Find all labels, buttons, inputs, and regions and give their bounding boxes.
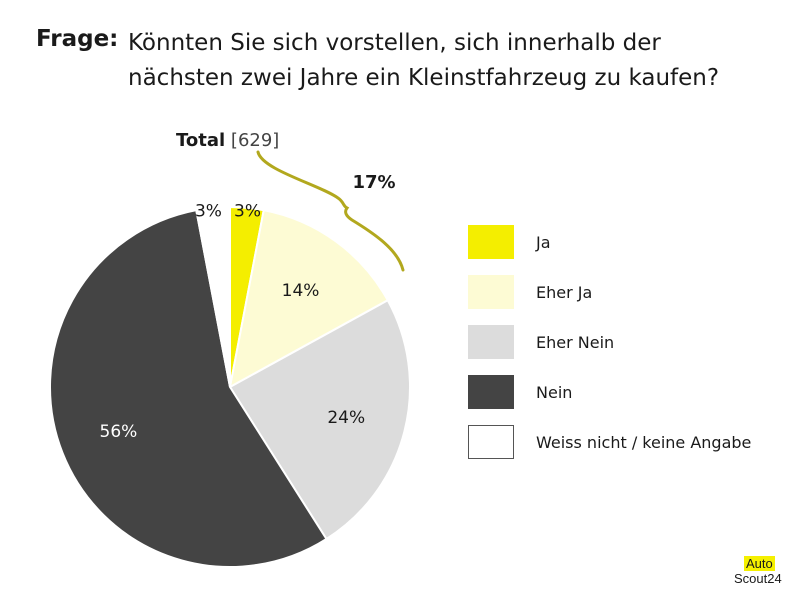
pie-slice-nein bbox=[49, 209, 328, 568]
legend-swatch bbox=[468, 375, 514, 409]
legend-item-eher-nein: Eher Nein bbox=[468, 317, 751, 367]
legend-swatch bbox=[468, 275, 514, 309]
pie-slice-eher-ja bbox=[228, 209, 390, 389]
total-count: [629] bbox=[230, 130, 280, 151]
pie-slice-eher-nein bbox=[228, 298, 411, 541]
pie-slice-weiss-nicht-keine-angabe bbox=[195, 205, 231, 388]
legend-item-ja: Ja bbox=[468, 217, 751, 267]
legend-item-nein: Nein bbox=[468, 367, 751, 417]
logo-auto: Auto bbox=[744, 556, 775, 571]
question-text: Könnten Sie sich vorstellen, sich innerh… bbox=[128, 30, 720, 91]
pie-label-eher-nein: 24% bbox=[327, 408, 365, 428]
legend-label: Eher Ja bbox=[536, 282, 593, 302]
legend-label: Weiss nicht / keine Angabe bbox=[536, 432, 752, 452]
logo-scout: Scout24 bbox=[734, 571, 782, 586]
legend-swatch bbox=[468, 225, 514, 259]
pie-label-ja: 3% bbox=[234, 202, 261, 222]
legend-item-eher-ja: Eher Ja bbox=[468, 267, 751, 317]
autoscout24-logo: Auto Scout24 bbox=[734, 556, 794, 586]
total-label: Total [629] bbox=[176, 130, 279, 151]
legend-label: Nein bbox=[536, 382, 573, 402]
pie-label-nein: 56% bbox=[100, 422, 138, 442]
pie-labels: 3% 14% 24% 56% 3% bbox=[100, 202, 366, 442]
question-label: Frage: bbox=[36, 26, 119, 52]
legend: Ja Eher Ja Eher Nein Nein Weiss nicht / kein… bbox=[468, 217, 751, 467]
legend-label: Eher Nein bbox=[536, 332, 615, 352]
pie-slices bbox=[49, 205, 411, 568]
legend-item-weiss-nicht-keine-angabe: Weiss nicht / keine Angabe bbox=[468, 417, 751, 467]
pie-label-eher-ja: 14% bbox=[282, 281, 320, 301]
legend-swatch bbox=[468, 425, 514, 459]
legend-swatch bbox=[468, 325, 514, 359]
legend-label: Ja bbox=[536, 232, 551, 252]
bracket-17-percent bbox=[256, 150, 405, 272]
total-title: Total bbox=[176, 130, 226, 151]
pie-label-weiss-nicht-keine-angabe: 3% bbox=[195, 202, 222, 222]
bracket-label: 17% bbox=[352, 172, 395, 193]
